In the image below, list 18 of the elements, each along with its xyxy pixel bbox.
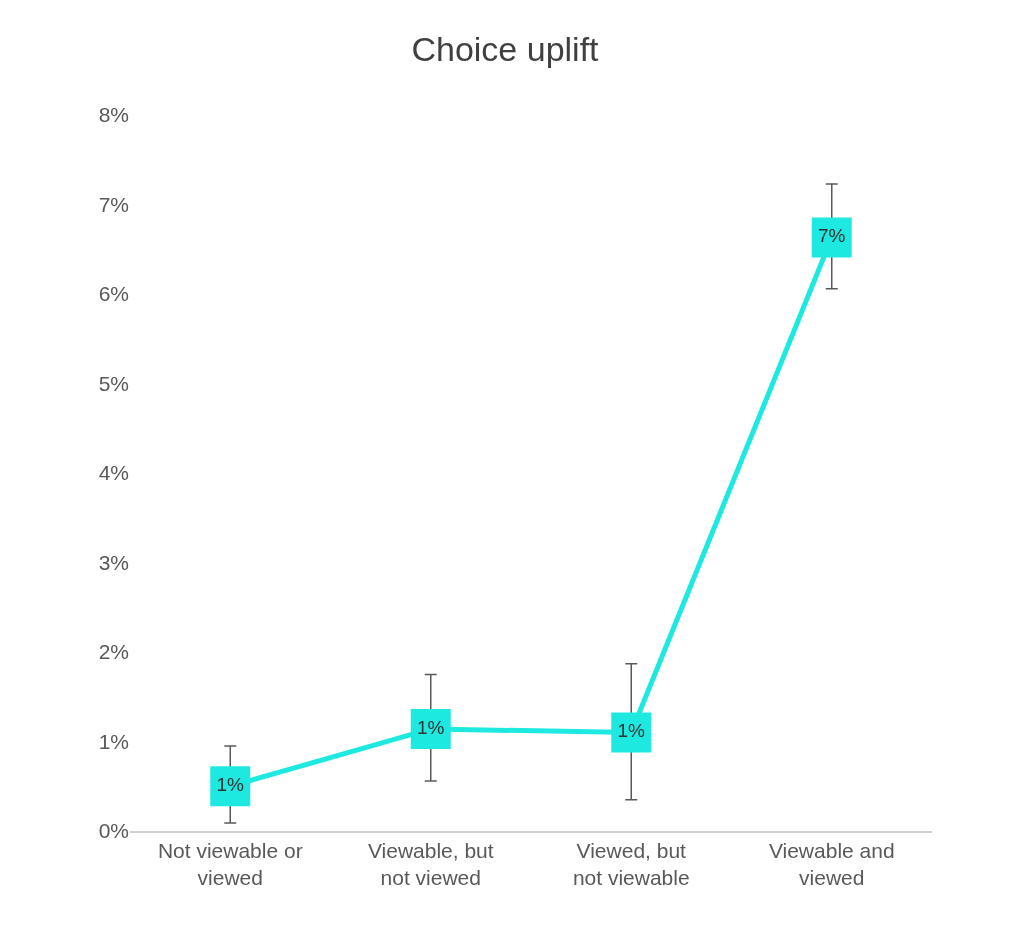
x-tick-label: Viewable and viewed [768,838,895,890]
data-label: 1% [417,716,445,738]
chart-title: Choice uplift [411,30,600,69]
y-tick-label: 1% [98,729,129,753]
data-label: 7% [818,225,846,247]
x-tick-label: Viewable, but not viewed [367,838,494,890]
data-label: 1% [216,774,245,795]
x-tick-label: Viewed, but not viewable [572,838,690,890]
y-tick-label: 5% [98,371,129,395]
y-tick-label: 0% [98,819,129,843]
y-tick-label: 3% [98,550,129,574]
y-tick-label: 8% [98,103,129,127]
data-label: 1% [617,720,646,742]
y-tick-label: 7% [98,192,129,216]
y-tick-label: 4% [98,461,129,485]
y-tick-label: 2% [98,640,129,664]
x-tick-label: Not viewable or viewed [157,838,303,890]
y-tick-label: 6% [98,282,129,306]
